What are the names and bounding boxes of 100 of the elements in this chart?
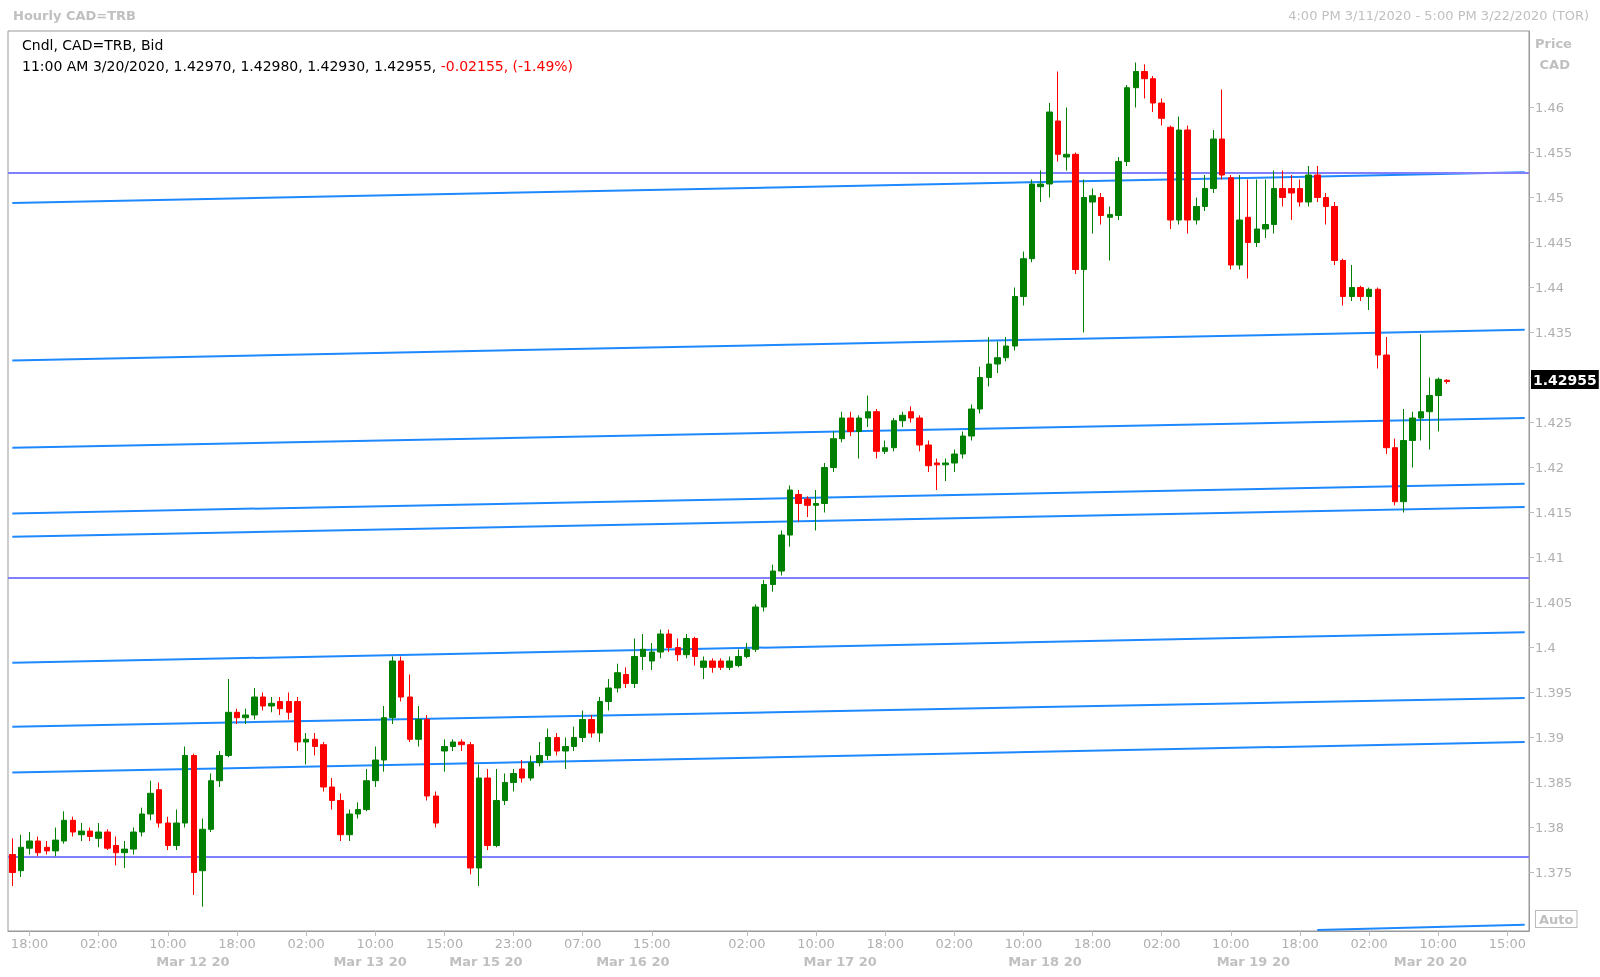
candlestick <box>502 773 508 806</box>
candlestick <box>329 777 335 810</box>
candlestick <box>908 405 914 423</box>
candlestick <box>61 810 67 845</box>
candlestick <box>1089 188 1096 234</box>
candlestick <box>649 642 655 671</box>
x-tick-label: 18:00 <box>218 936 256 951</box>
candlestick <box>545 728 551 761</box>
candlestick <box>1400 408 1407 513</box>
candlestick <box>640 633 646 671</box>
candlestick <box>839 411 845 443</box>
annotation: Cndl, CAD=TRB, Bid <box>22 37 164 53</box>
candlestick <box>882 440 888 455</box>
candlestick <box>821 462 828 513</box>
x-tick-label: 10:00 <box>149 936 187 951</box>
candlestick <box>1184 125 1191 234</box>
x-tick-label: 07:00 <box>563 936 602 951</box>
candlestick <box>1219 89 1225 180</box>
candlestick <box>1020 251 1027 306</box>
candlestick <box>960 431 966 459</box>
x-tick-label: 10:00 <box>356 936 395 951</box>
x-tick-label: 10:00 <box>1419 936 1457 951</box>
candlestick <box>95 822 102 848</box>
x-tick-label: 18:00 <box>1281 936 1319 951</box>
candlestick <box>631 638 638 689</box>
candlestick <box>554 732 560 756</box>
text: Mar 18 20 <box>1008 954 1082 969</box>
candlestick <box>1254 179 1260 248</box>
candlestick <box>165 816 171 851</box>
y-axis-title: Price CAD <box>1535 36 1573 72</box>
candlestick <box>242 708 249 725</box>
candlestick <box>277 696 283 716</box>
candlestick <box>355 801 361 819</box>
candlestick <box>251 687 258 720</box>
y-tick-label: 1.435 <box>1535 325 1573 340</box>
y-tick-label: 1.4 <box>1535 640 1556 655</box>
candlestick <box>571 726 577 752</box>
candlestick <box>18 834 24 878</box>
candlestick <box>1435 377 1442 432</box>
candlestick <box>865 395 871 428</box>
candlestick <box>614 663 621 693</box>
candlestick <box>1409 411 1416 468</box>
candlestick <box>398 656 404 702</box>
candlestick <box>813 489 819 531</box>
candlestick <box>666 629 672 653</box>
candlestick <box>113 836 119 866</box>
candlestick <box>528 755 534 782</box>
candlestick <box>286 692 292 720</box>
candlestick <box>372 746 379 788</box>
candlestick <box>441 738 448 773</box>
x-tick-label: 02:00 <box>728 936 766 951</box>
candlestick <box>1046 102 1053 198</box>
candlestick <box>778 530 785 576</box>
candlestick <box>735 648 742 668</box>
y-tick-label: 1.395 <box>1535 685 1573 700</box>
candlestick <box>934 458 940 491</box>
candlestick <box>623 666 629 689</box>
candlestick <box>1262 179 1269 239</box>
candlestick <box>484 768 491 851</box>
candlestick <box>1383 336 1390 455</box>
candlestick <box>1141 63 1148 99</box>
candlestick <box>986 336 992 387</box>
candlestick <box>52 827 59 857</box>
y-tick-label: 1.44 <box>1535 280 1564 295</box>
candlestick <box>1081 179 1087 333</box>
candlestick <box>407 674 413 743</box>
candlestick <box>173 809 180 851</box>
candlestick <box>1003 336 1009 362</box>
candlestick <box>847 411 854 437</box>
candlestick <box>1366 287 1372 311</box>
x-tick-label: 02:00 <box>1350 936 1388 951</box>
candlestick <box>510 768 517 792</box>
candlestick <box>1228 174 1234 270</box>
candlestick <box>450 738 456 752</box>
candlestick <box>1271 170 1277 234</box>
x-tick-label: 02:00 <box>1142 936 1181 951</box>
text: Mar 12 20 <box>156 954 230 969</box>
y-tick-label: 1.42 <box>1535 460 1564 475</box>
candlestick <box>683 633 690 659</box>
candlestick <box>1375 287 1381 369</box>
candlestick <box>1150 75 1156 113</box>
candlestick <box>1193 197 1200 225</box>
y-tick-label: 1.38 <box>1535 820 1564 835</box>
x-tick-label: 15:00 <box>425 936 464 951</box>
x-tick-label: 15:00 <box>633 936 671 951</box>
text: 1.42955 <box>1533 372 1597 388</box>
y-tick-label: 1.41 <box>1535 550 1564 565</box>
candlestick <box>1012 287 1018 351</box>
candlestick <box>78 822 85 842</box>
candlestick <box>35 836 41 857</box>
candlestick <box>1098 192 1104 225</box>
candlestick <box>433 791 439 828</box>
chart-title: Hourly CAD=TRB <box>13 8 137 23</box>
candlestick <box>199 818 206 908</box>
text: Mar 17 20 <box>803 954 877 969</box>
candlestick <box>1210 129 1217 194</box>
x-tick-label: 10:00 <box>1004 936 1043 951</box>
candlestick <box>1418 333 1424 441</box>
candlestick <box>968 404 975 441</box>
candlestick <box>294 696 301 752</box>
